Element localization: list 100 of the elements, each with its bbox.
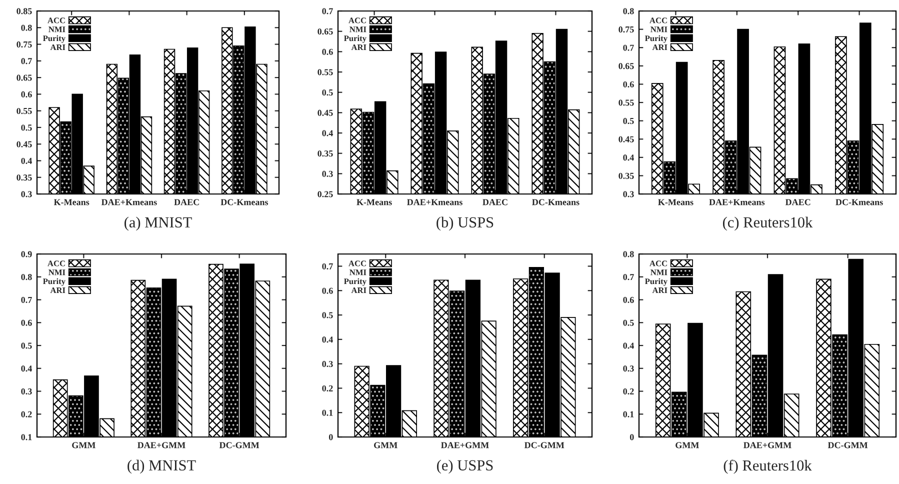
y-tick-label: 0.8	[21, 24, 32, 31]
legend-label: NMI	[350, 26, 366, 32]
y-tick-label: 0.4	[623, 342, 634, 349]
x-tick-label: DAE+GMM	[441, 442, 489, 448]
x-tick-label: GMM	[676, 442, 699, 448]
legend-label: Purity	[42, 35, 66, 43]
y-tick-label: 0.7	[623, 44, 634, 51]
legend-label: NMI	[48, 270, 66, 276]
y-tick-label: 0.45	[318, 110, 333, 116]
legend-label: ACC	[348, 260, 366, 266]
y-tick-label: 0.75	[618, 26, 634, 33]
x-tick-label: K-Means	[356, 199, 392, 206]
y-tick-label: 0.4	[21, 366, 32, 372]
x-tick-label: DAE+GMM	[744, 442, 792, 448]
y-tick-label: 0.6	[21, 320, 32, 326]
legend-label: ARI	[351, 44, 366, 50]
y-tick-label: 0.8	[623, 251, 634, 258]
y-tick-label: 0.4	[322, 336, 333, 343]
y-tick-label: 0.4	[322, 130, 333, 136]
y-tick-label: 0.6	[322, 288, 333, 294]
x-tick-label: DAE+Kmeans	[101, 199, 157, 206]
x-tick-label: K-Means	[658, 199, 694, 206]
y-tick-label: 0.35	[16, 174, 32, 181]
y-tick-label: 0.5	[623, 320, 634, 326]
y-tick-label: 0.6	[623, 296, 634, 304]
x-tick-label: DC-GMM	[828, 442, 868, 448]
x-tick-label: DC-GMM	[524, 442, 564, 448]
y-tick-label: 0.4	[21, 158, 32, 164]
y-tick-label: 0.45	[16, 141, 32, 148]
x-tick-label: DC-Kmeans	[532, 199, 580, 206]
x-axis-title: (d) MNIST	[128, 460, 196, 474]
legend-label: ARI	[50, 44, 66, 50]
y-tick-label: 0.3	[21, 191, 32, 198]
x-tick-label: DAEC	[174, 199, 199, 206]
legend-label: NMI	[650, 26, 668, 32]
y-tick-label: 0.5	[623, 118, 634, 124]
y-tick-label: 0.5	[322, 312, 333, 318]
x-tick-label: GMM	[374, 442, 398, 448]
legend-label: NMI	[48, 26, 66, 32]
legend-label: NMI	[350, 270, 366, 276]
x-tick-label: DC-GMM	[219, 442, 260, 448]
legend-label: NMI	[650, 270, 668, 276]
y-tick-label: 0.3	[623, 191, 634, 198]
y-tick-label: 0.3	[21, 388, 32, 395]
y-tick-label: 0.55	[618, 100, 634, 106]
y-tick-label: 0.5	[21, 124, 32, 131]
x-axis-title: (b) USPS	[436, 216, 494, 231]
x-tick-label: DAE+Kmeans	[709, 199, 765, 206]
legend-label: ACC	[48, 260, 65, 266]
legend-label: Purity	[644, 35, 668, 43]
y-tick-label: 0.6	[623, 81, 634, 88]
legend-label: ACC	[48, 18, 65, 24]
x-tick-label: DC-Kmeans	[836, 199, 883, 206]
y-tick-label: 0	[630, 434, 634, 440]
x-axis-title: (c) Reuters10k	[722, 216, 813, 231]
x-axis-title: (a) MNIST	[124, 216, 192, 231]
y-tick-label: 0.65	[318, 28, 333, 35]
y-tick-label: 0.25	[318, 191, 333, 198]
y-tick-label: 0.1	[322, 410, 333, 416]
legend-label: Purity	[344, 35, 366, 43]
y-tick-label: 0.3	[322, 170, 333, 177]
legend-label: Purity	[344, 278, 366, 286]
y-tick-label: 0.55	[16, 108, 32, 114]
x-tick-label: DAE+Kmeans	[407, 199, 462, 206]
y-tick-label: 0.1	[623, 411, 634, 418]
y-tick-label: 0.6	[322, 48, 333, 55]
y-tick-label: 0.1	[21, 434, 32, 440]
y-tick-label: 0.75	[16, 41, 32, 48]
x-tick-label: GMM	[72, 442, 96, 448]
x-tick-label: DAEC	[482, 199, 508, 206]
y-tick-label: 0.2	[322, 385, 333, 392]
legend-label: Purity	[644, 278, 668, 286]
legend-label: ACC	[348, 18, 366, 24]
y-tick-label: 0.7	[21, 296, 32, 304]
legend-label: ACC	[650, 18, 667, 24]
y-tick-label: 0.3	[322, 360, 333, 368]
x-axis-title: (e) USPS	[437, 460, 493, 474]
x-tick-label: DAE+GMM	[138, 442, 186, 448]
legend-label: ARI	[652, 44, 668, 50]
y-tick-label: 0.4	[623, 154, 634, 161]
legend-label: Purity	[42, 278, 66, 286]
y-tick-label: 0.9	[21, 251, 32, 258]
y-tick-label: 0.8	[21, 274, 32, 280]
y-tick-label: 0.65	[16, 74, 32, 81]
x-tick-label: K-Means	[54, 199, 90, 206]
y-tick-label: 0.65	[618, 63, 634, 70]
y-tick-label: 0.7	[322, 263, 333, 270]
y-tick-label: 0.7	[21, 58, 32, 64]
y-tick-label: 0.2	[21, 411, 32, 418]
y-tick-label: 0.85	[16, 8, 32, 14]
x-tick-label: DC-Kmeans	[220, 199, 268, 206]
y-tick-label: 0.5	[322, 89, 333, 96]
legend-label: ACC	[650, 260, 667, 266]
y-tick-label: 0.55	[318, 69, 333, 76]
legend-label: ARI	[351, 288, 366, 294]
x-tick-label: DAEC	[785, 199, 810, 206]
y-tick-label: 0.35	[618, 172, 634, 179]
y-tick-label: 0.8	[623, 8, 634, 14]
y-tick-label: 0.5	[21, 342, 32, 349]
legend-label: ARI	[50, 288, 66, 294]
